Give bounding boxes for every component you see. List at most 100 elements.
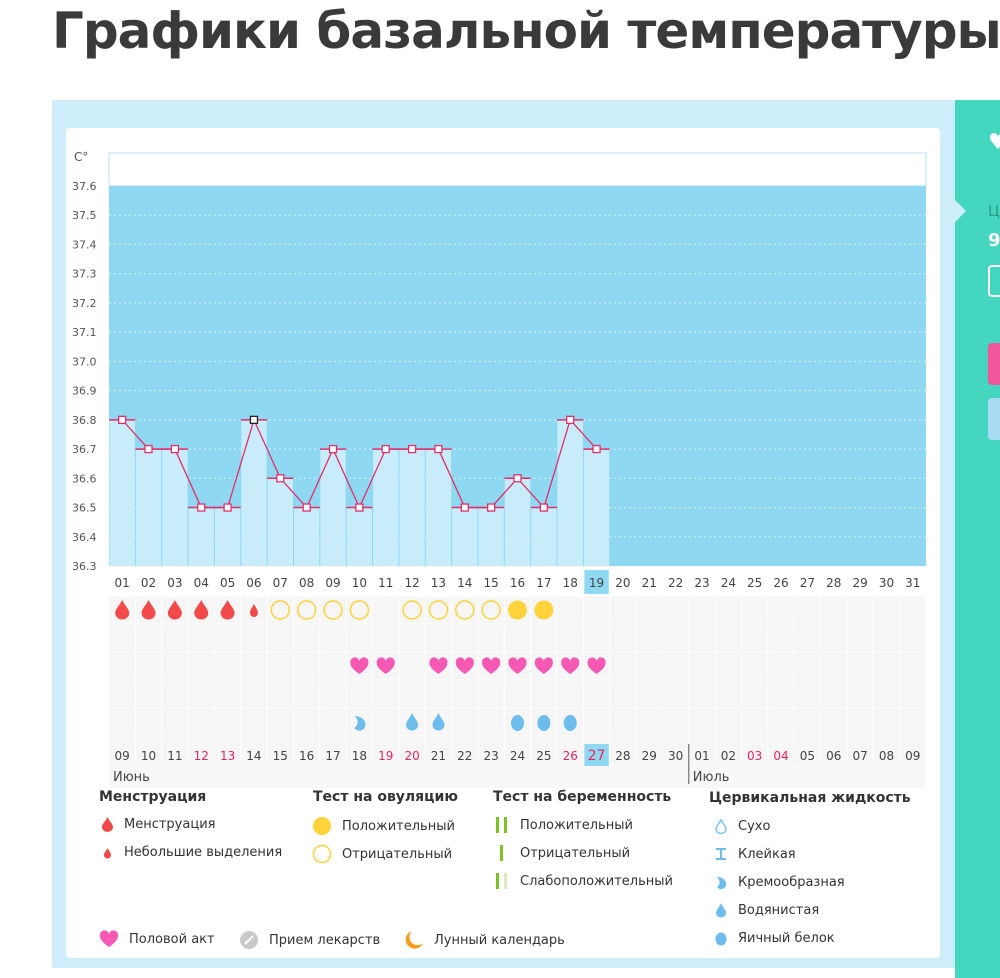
- marker-cell: [900, 652, 926, 680]
- marker-cell: [662, 624, 689, 652]
- marker-cell: [715, 708, 742, 736]
- marker-cell: [742, 596, 768, 624]
- marker-cell: [293, 736, 320, 764]
- side-value: 9: [988, 230, 1000, 251]
- cycle-day-label: 23: [694, 576, 709, 590]
- legend-label: Небольшие выделения: [124, 844, 283, 860]
- legend-cervical-eggwhite: Яичный белок: [714, 930, 835, 946]
- marker-cell: [214, 708, 241, 736]
- cycle-day-label: 05: [220, 576, 235, 590]
- marker-cell: [109, 680, 135, 708]
- temperature-bar: [452, 507, 478, 566]
- marker-cell: [109, 624, 135, 652]
- marker-cell: [557, 680, 583, 708]
- date-label: 01: [694, 749, 709, 763]
- date-label: 03: [747, 749, 762, 763]
- date-label: 15: [273, 749, 288, 763]
- marker-cell: [214, 652, 241, 680]
- cycle-day-label: 24: [721, 576, 736, 590]
- marker-cell: [399, 624, 425, 652]
- cycle-day-label: 29: [852, 576, 867, 590]
- panel-pointer: [955, 200, 966, 222]
- marker-cell: [715, 680, 742, 708]
- y-tick-label: 36.4: [72, 531, 97, 544]
- legend-pregnancy-positive: Положительный: [494, 816, 633, 834]
- marker-cell: [900, 736, 926, 764]
- heart-icon: ♥: [988, 130, 1000, 155]
- marker-cell: [768, 680, 794, 708]
- y-tick-label: 36.5: [72, 502, 97, 515]
- marker-cell: [162, 624, 188, 652]
- side-pink-button[interactable]: [988, 343, 1000, 385]
- legend-label: Положительный: [520, 817, 633, 833]
- cycle-day-label: 04: [194, 576, 209, 590]
- marker-cell: [452, 624, 478, 652]
- egg-icon: [715, 932, 727, 946]
- watery-icon: [432, 713, 445, 731]
- date-label: 09: [115, 749, 130, 763]
- marker-cell: [768, 736, 794, 764]
- marker-cell: [346, 624, 373, 652]
- heart-icon: [508, 657, 527, 674]
- temperature-bar: [188, 507, 214, 566]
- date-label: 25: [536, 749, 551, 763]
- side-input[interactable]: [988, 265, 1000, 297]
- date-label: 19: [378, 749, 393, 763]
- marker-cell: [768, 596, 794, 624]
- pill-icon: [240, 931, 258, 949]
- sticky-icon: [716, 848, 726, 860]
- marker-cell: [583, 596, 610, 624]
- legend-label: Менструация: [124, 816, 216, 832]
- month-label: Июль: [693, 770, 730, 785]
- marker-cell: [373, 736, 399, 764]
- cycle-day-label: 18: [563, 576, 578, 590]
- moon-icon: [405, 931, 423, 949]
- marker-cell: [241, 736, 267, 764]
- marker-cell: [478, 624, 504, 652]
- date-label: 29: [642, 749, 657, 763]
- egg-white-icon: [511, 715, 524, 731]
- legend-intercourse: Половой акт: [99, 930, 215, 948]
- cycle-day-label: 14: [457, 576, 472, 590]
- marker-cell: [662, 736, 689, 764]
- marker-cell: [293, 652, 320, 680]
- temperature-bar: [373, 449, 399, 566]
- marker-cell: [821, 652, 847, 680]
- date-label: 23: [484, 749, 499, 763]
- marker-cell: [768, 708, 794, 736]
- marker-cell: [162, 708, 188, 736]
- heart-icon: [376, 657, 395, 674]
- marker-cell: [583, 624, 610, 652]
- marker-cell: [715, 736, 742, 764]
- creamy-icon: [717, 877, 727, 890]
- legend-cervical-watery: Водянистая: [714, 902, 819, 918]
- small-drop-icon: [104, 848, 111, 859]
- marker-cell: [742, 624, 768, 652]
- cycle-day-label: 09: [325, 576, 340, 590]
- marker-cell: [610, 652, 636, 680]
- legend-cervical-sticky: Клейкая: [714, 846, 796, 862]
- temperature-point: [118, 415, 127, 424]
- heart-icon: [587, 657, 606, 674]
- cycle-day-label: 12: [404, 576, 419, 590]
- legend-menstruation-title: Менструация: [99, 789, 207, 805]
- y-tick-label: 36.8: [72, 414, 97, 427]
- marker-cell: [689, 652, 715, 680]
- marker-cell: [162, 736, 188, 764]
- marker-cell: [583, 680, 610, 708]
- watery-icon: [406, 713, 419, 731]
- temperature-point: [381, 444, 390, 454]
- date-label: 05: [800, 749, 815, 763]
- marker-cell: [531, 736, 557, 764]
- temperature-point: [144, 444, 153, 454]
- side-blue-button[interactable]: [988, 398, 1000, 440]
- plot-top-area: [108, 152, 927, 187]
- marker-cell: [267, 736, 293, 764]
- ovulation-negative-icon: [323, 600, 343, 620]
- marker-cell: [742, 652, 768, 680]
- marker-cell: [557, 596, 583, 624]
- y-tick-label: 37.1: [72, 326, 97, 339]
- legend-ovulation-negative: Отрицательный: [312, 844, 452, 864]
- marker-cell: [399, 680, 425, 708]
- marker-cell: [531, 624, 557, 652]
